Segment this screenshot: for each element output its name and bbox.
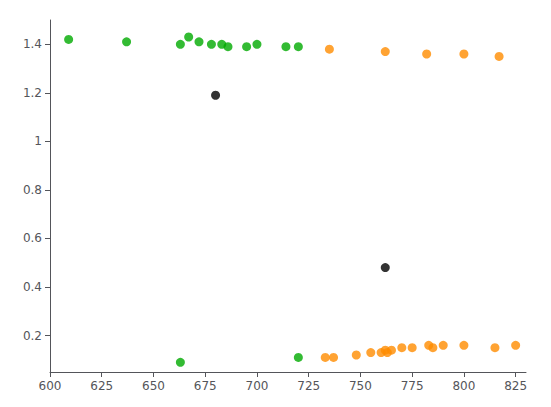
svg-text:725: 725 — [297, 379, 320, 393]
svg-text:750: 750 — [349, 379, 372, 393]
svg-text:800: 800 — [452, 379, 475, 393]
svg-text:700: 700 — [246, 379, 269, 393]
svg-text:1.4: 1.4 — [23, 37, 42, 51]
svg-text:1: 1 — [34, 134, 42, 148]
svg-text:600: 600 — [39, 379, 62, 393]
svg-text:1.2: 1.2 — [23, 86, 42, 100]
svg-text:650: 650 — [142, 379, 165, 393]
svg-text:775: 775 — [401, 379, 424, 393]
svg-text:825: 825 — [504, 379, 527, 393]
svg-text:0.2: 0.2 — [23, 329, 42, 343]
svg-text:0.4: 0.4 — [23, 280, 42, 294]
svg-text:675: 675 — [194, 379, 217, 393]
svg-text:625: 625 — [90, 379, 113, 393]
svg-text:0.8: 0.8 — [23, 183, 42, 197]
svg-text:0.6: 0.6 — [23, 231, 42, 245]
